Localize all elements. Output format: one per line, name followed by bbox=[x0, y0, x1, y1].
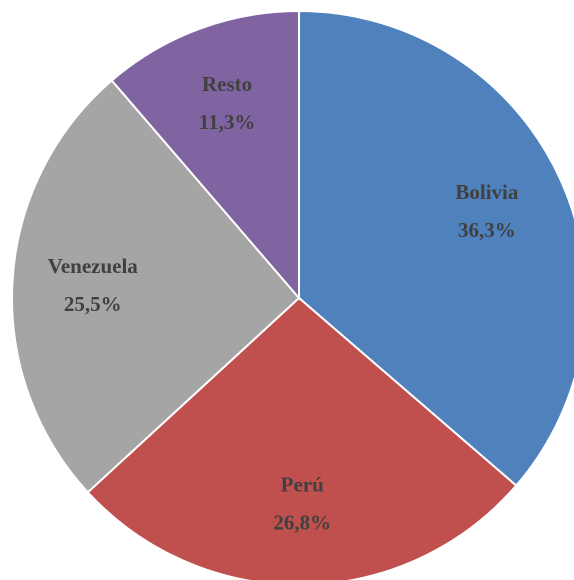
slice-value: 25,5% bbox=[64, 292, 122, 316]
pie-slice bbox=[298, 9, 574, 487]
pie-slice bbox=[110, 9, 300, 301]
slice-label: Bolivia bbox=[455, 180, 519, 204]
slice-value: 36,3% bbox=[458, 218, 516, 242]
slice-label: Perú bbox=[281, 472, 324, 496]
slice-value: 11,3% bbox=[199, 110, 256, 134]
slice-value: 26,8% bbox=[273, 510, 331, 534]
pie-slice bbox=[11, 79, 301, 494]
slice-label: Venezuela bbox=[48, 254, 139, 278]
pie-slice bbox=[86, 296, 518, 580]
slice-label: Resto bbox=[202, 72, 252, 96]
